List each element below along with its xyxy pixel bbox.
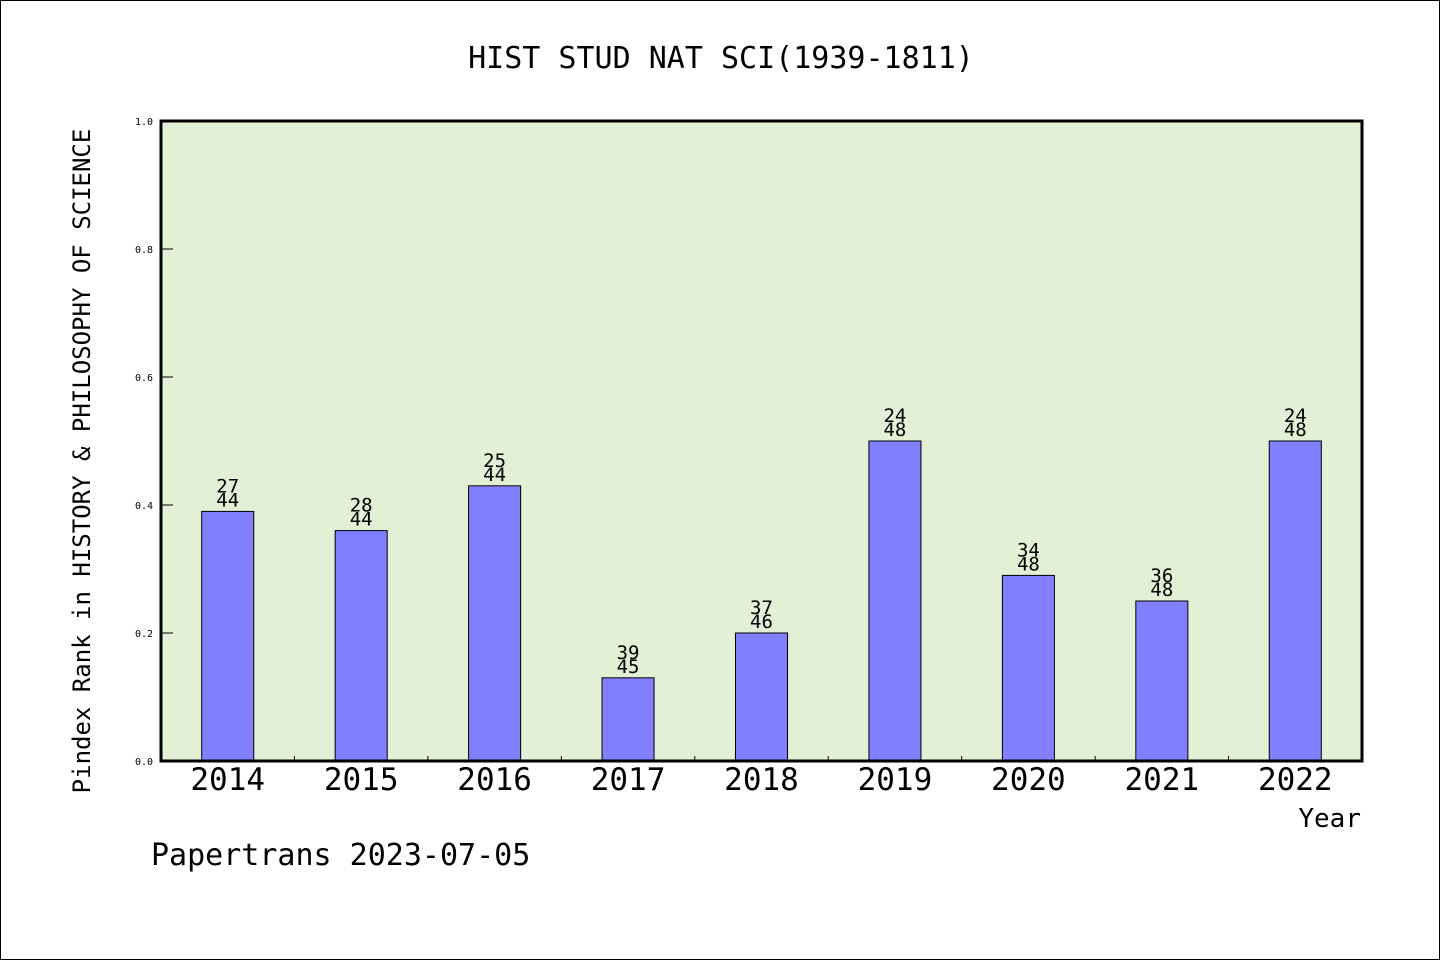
bar-2018 (734, 632, 789, 762)
plot-border (159, 119, 1364, 763)
bar-label-top-2021: 36 (1150, 565, 1173, 587)
footer-credit: Papertrans 2023-07-05 (151, 838, 530, 873)
x-tick-label-2018: 2018 (724, 762, 799, 798)
x-tick-label-2021: 2021 (1125, 762, 1200, 798)
bar-label-bottom-2017: 45 (617, 656, 640, 678)
bar-label-bottom-2015: 44 (350, 509, 373, 531)
x-tick-label-2014: 2014 (190, 762, 265, 798)
y-tick-label-0.6: 0.6 (135, 373, 153, 384)
y-tick-label-0.0: 0.0 (135, 757, 153, 768)
bar-label-bottom-2018: 46 (750, 611, 773, 633)
bar-2014 (201, 510, 255, 762)
bar-label-bottom-2019: 48 (883, 419, 906, 441)
bar-label-top-2020: 34 (1017, 539, 1040, 561)
bar-label-bottom-2020: 48 (1017, 553, 1040, 575)
bar-label-bottom-2016: 44 (483, 464, 506, 486)
x-axis-ticks: 2014 2015 2016 2017 2018 2019 2020 2021 2022 (190, 756, 1333, 798)
y-tick-label-0.2: 0.2 (135, 629, 153, 640)
x-tick-label-2022: 2022 (1258, 762, 1333, 798)
bar-2015 (334, 530, 388, 762)
y-axis-label: Pindex Rank in HISTORY & PHILOSOPHY OF S… (68, 129, 96, 794)
bar-2019 (868, 440, 922, 762)
chart-title: HIST STUD NAT SCI(1939-1811) (468, 41, 974, 76)
bar-label-top-2014: 27 (216, 475, 239, 497)
bar-label-bottom-2022: 48 (1284, 419, 1307, 441)
y-tick-label-1.0: 1.0 (135, 117, 153, 128)
bar-2021 (1135, 600, 1189, 762)
y-tick-label-0.8: 0.8 (135, 245, 153, 256)
bar-label-bottom-2014: 44 (216, 489, 239, 511)
bar-label-bottom-2021: 48 (1150, 579, 1173, 601)
bar-2016 (468, 485, 522, 762)
x-tick-label-2017: 2017 (591, 762, 666, 798)
bar-label-top-2019: 24 (883, 405, 906, 427)
x-tick-label-2016: 2016 (457, 762, 532, 798)
bar-label-top-2017: 39 (617, 642, 640, 664)
x-tick-label-2015: 2015 (324, 762, 399, 798)
bar-label-top-2018: 37 (750, 597, 773, 619)
x-tick-label-2019: 2019 (858, 762, 933, 798)
bar-label-top-2022: 24 (1284, 405, 1307, 427)
bar-2022 (1268, 440, 1322, 762)
y-tick-label-0.4: 0.4 (135, 501, 153, 512)
bar-label-top-2015: 28 (350, 495, 373, 517)
x-axis-label: Year (1298, 804, 1361, 834)
bar-label-top-2016: 25 (483, 450, 506, 472)
bar-2017 (601, 677, 655, 762)
bars-layer (201, 440, 1322, 762)
bar-2020 (1001, 574, 1055, 762)
x-tick-label-2020: 2020 (991, 762, 1066, 798)
